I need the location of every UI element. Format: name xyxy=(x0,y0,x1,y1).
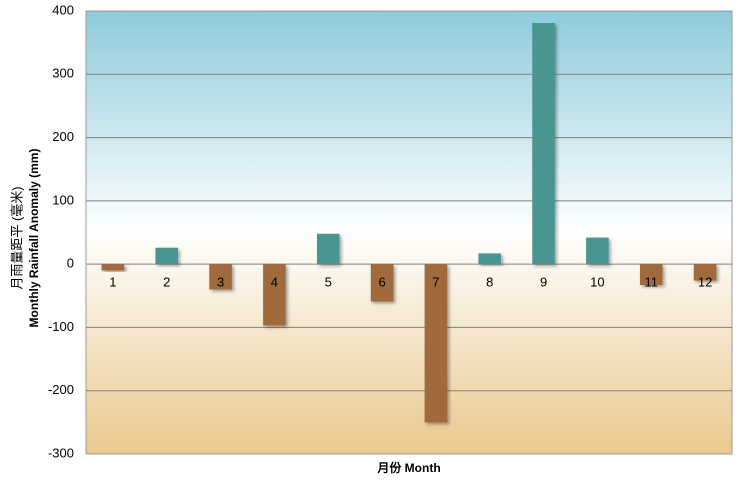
x-tick-label: 7 xyxy=(432,275,439,290)
x-axis-title: 月份 Month xyxy=(376,460,440,475)
bar-month-7 xyxy=(424,264,448,423)
bar-month-9 xyxy=(532,23,555,265)
x-tick-label: 3 xyxy=(217,275,224,290)
bar-month-8 xyxy=(478,253,502,265)
x-tick-label: 9 xyxy=(540,275,547,290)
plot-area xyxy=(85,10,733,455)
bar-month-2 xyxy=(155,247,179,265)
bar-month-11 xyxy=(639,264,663,286)
y-axis-title-zh: 月雨量距平 (毫米) xyxy=(9,186,24,289)
y-tick-label: 400 xyxy=(52,2,74,17)
gridlines xyxy=(86,73,732,392)
x-tick-label: 1 xyxy=(109,275,116,290)
x-tick-label: 6 xyxy=(378,275,385,290)
bar-month-4 xyxy=(263,264,286,326)
y-tick-label: -100 xyxy=(48,319,74,334)
x-tick-label: 4 xyxy=(271,275,278,290)
y-tick-label: 300 xyxy=(52,66,74,81)
x-tick-label: 2 xyxy=(163,275,170,290)
y-tick-label: 0 xyxy=(67,256,74,271)
bar-month-12 xyxy=(693,264,717,281)
bar-month-1 xyxy=(101,264,125,271)
y-tick-label: 100 xyxy=(52,192,74,207)
bar-month-5 xyxy=(316,233,340,265)
y-axis-title: 月雨量距平 (毫米) Monthly Rainfall Anomaly (mm) xyxy=(9,149,41,328)
bar-month-6 xyxy=(370,264,394,302)
bar-month-3 xyxy=(209,264,232,290)
y-tick-label: 200 xyxy=(52,129,74,144)
y-axis-title-en: Monthly Rainfall Anomaly (mm) xyxy=(27,149,41,328)
y-axis-ticks: 400 300 200 100 0 -100 -200 -300 xyxy=(48,2,74,460)
x-tick-label: 10 xyxy=(590,275,604,290)
y-tick-label: -200 xyxy=(48,382,74,397)
x-tick-label: 12 xyxy=(698,275,712,290)
x-tick-label: 5 xyxy=(325,275,332,290)
x-tick-label: 11 xyxy=(645,275,659,290)
y-tick-label: -300 xyxy=(48,445,74,460)
x-tick-label: 8 xyxy=(486,275,493,290)
bars xyxy=(101,23,717,423)
x-axis-ticks: 1 2 3 4 5 6 7 8 9 10 11 12 xyxy=(109,275,712,290)
bar-month-10 xyxy=(586,237,609,265)
